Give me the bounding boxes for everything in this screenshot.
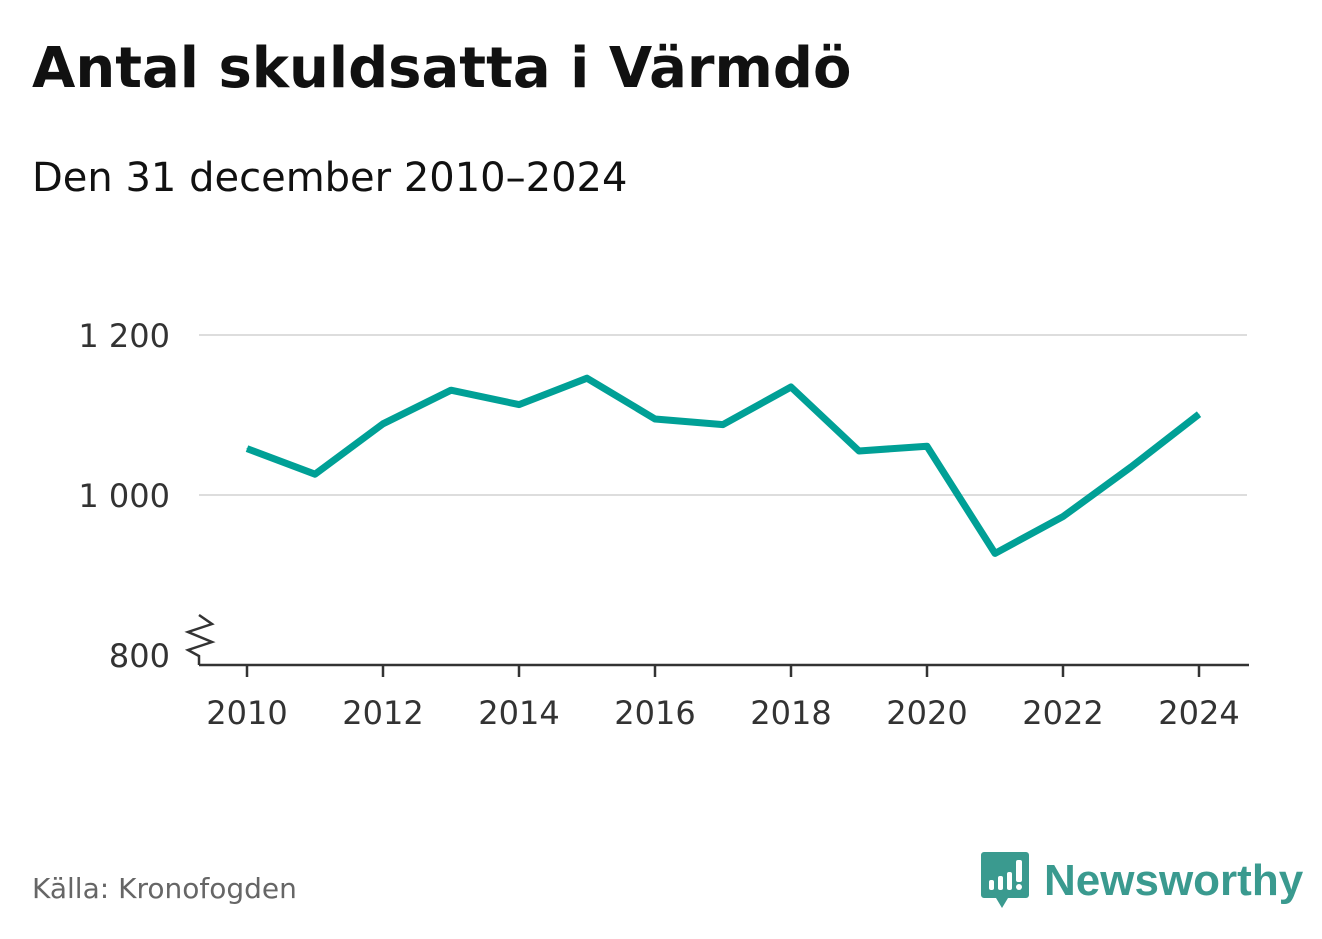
x-tick-label: 2024 <box>1158 694 1239 732</box>
data-point <box>586 377 588 379</box>
chart-title: Antal skuldsatta i Värmdö <box>32 36 852 101</box>
data-point <box>790 386 792 388</box>
data-point <box>1198 413 1200 415</box>
data-point <box>926 445 928 447</box>
data-point <box>1130 466 1132 468</box>
data-point <box>382 423 384 425</box>
x-tick-label: 2012 <box>342 694 423 732</box>
line-chart: 800 1 000 1 200 2010 2012 2014 2016 2018 2020 202… <box>78 317 1249 732</box>
x-tick-label: 2014 <box>478 694 559 732</box>
logo-icon <box>981 852 1029 908</box>
source-note: Källa: Kronofogden <box>32 872 297 905</box>
newsworthy-logo: Newsworthy <box>980 850 1303 912</box>
data-point <box>722 424 724 426</box>
logo-text: Newsworthy <box>1044 856 1304 905</box>
data-point <box>518 404 520 406</box>
data-point <box>246 448 248 450</box>
y-tick-label: 1 000 <box>78 477 170 515</box>
data-point <box>314 473 316 475</box>
axis-break-icon <box>184 613 216 665</box>
x-tick-label: 2016 <box>614 694 695 732</box>
x-tick-label: 2018 <box>750 694 831 732</box>
y-tick-label: 800 <box>109 637 170 675</box>
x-tick-label: 2020 <box>886 694 967 732</box>
data-point <box>994 552 996 554</box>
data-point <box>450 389 452 391</box>
data-point <box>1062 516 1064 518</box>
series-line <box>245 374 1202 557</box>
x-tick-label: 2022 <box>1022 694 1103 732</box>
data-point <box>654 418 656 420</box>
data-point <box>858 450 860 452</box>
chart-subtitle: Den 31 december 2010–2024 <box>32 155 628 201</box>
y-tick-label: 1 200 <box>78 317 170 355</box>
x-tick-label: 2010 <box>206 694 287 732</box>
